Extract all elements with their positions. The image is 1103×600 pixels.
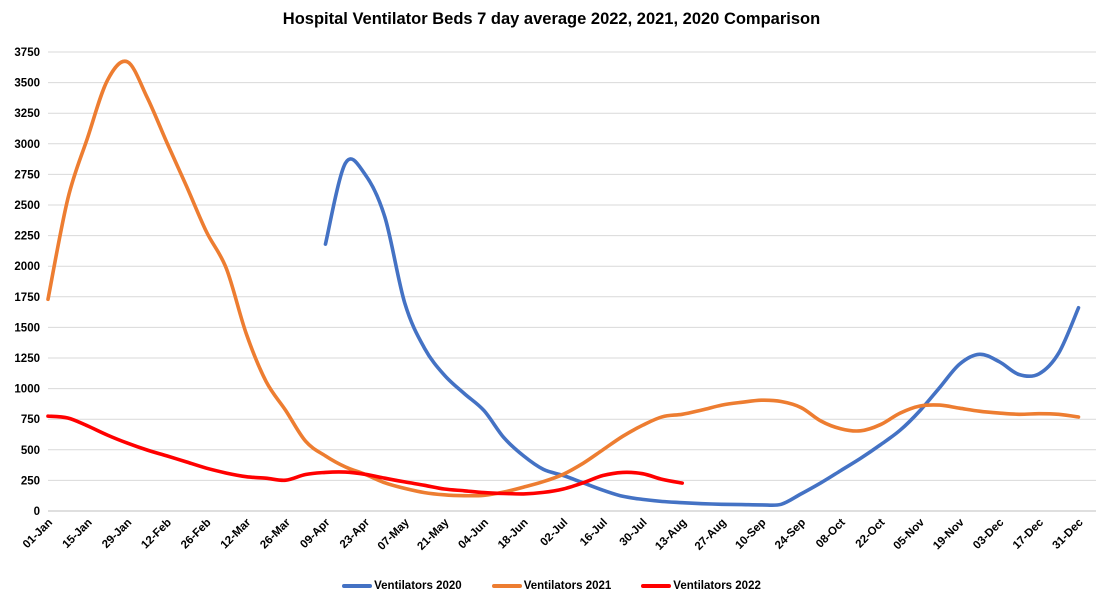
- x-axis-tick-label: 07-May: [376, 516, 412, 552]
- x-axis-tick-label: 21-May: [415, 516, 451, 552]
- x-axis-tick-label: 13-Aug: [653, 517, 689, 553]
- x-axis-tick-label: 02-Jul: [538, 517, 570, 549]
- y-axis-tick-label: 250: [21, 475, 40, 487]
- legend-swatch-2022-icon: [641, 584, 672, 588]
- y-axis-tick-label: 3500: [14, 78, 40, 90]
- y-axis-tick-label: 2750: [14, 169, 40, 181]
- legend-swatch-2021-icon: [491, 584, 522, 588]
- series-line-ventilators-2021: [46, 59, 1081, 498]
- y-axis-tick-label: 500: [21, 445, 40, 457]
- y-axis-tick-label: 0: [34, 506, 40, 518]
- x-axis-tick-label: 10-Sep: [733, 517, 768, 552]
- y-axis-tick-label: 3750: [14, 47, 40, 59]
- x-axis-tick-label: 01-Jan: [21, 517, 55, 551]
- y-axis-tick-label: 1250: [14, 353, 40, 365]
- chart-title: Hospital Ventilator Beds 7 day average 2…: [282, 10, 821, 28]
- legend: Ventilators 2020 Ventilators 2021 Ventil…: [0, 580, 1103, 592]
- x-axis-tick-label: 03-Dec: [971, 516, 1007, 552]
- x-axis-tick-label: 22-Oct: [854, 517, 888, 551]
- legend-swatch-2020-icon: [342, 584, 373, 588]
- legend-item-ventilators-2020: Ventilators 2020: [342, 580, 462, 592]
- legend-item-ventilators-2021: Ventilators 2021: [491, 580, 612, 592]
- y-axis-tick-label: 1500: [14, 322, 40, 334]
- y-axis-tick-label: 750: [21, 414, 40, 426]
- x-axis-tick-label: 15-Jan: [61, 517, 95, 551]
- y-axis-tick-label: 1000: [14, 384, 40, 396]
- x-axis-tick-label: 26-Feb: [179, 517, 214, 552]
- y-axis-tick-label: 1750: [14, 292, 40, 304]
- y-axis-tick-label: 2250: [14, 231, 40, 243]
- x-axis-tick-label: 12-Feb: [139, 517, 174, 552]
- legend-label-2022: Ventilators 2022: [673, 580, 761, 592]
- x-axis-tick-label: 30-Jul: [618, 517, 650, 549]
- x-axis-tick-label: 31-Dec: [1050, 516, 1086, 552]
- x-axis-tick-label: 16-Jul: [578, 517, 610, 549]
- x-axis-tick-label: 08-Oct: [814, 517, 848, 551]
- x-axis-tick-label: 17-Dec: [1011, 516, 1047, 552]
- y-axis-tick-label: 3000: [14, 139, 40, 151]
- y-axis-tick-label: 2000: [14, 261, 40, 273]
- x-axis-tick-label: 05-Nov: [891, 516, 927, 552]
- x-axis-tick-label: 09-Apr: [298, 516, 333, 551]
- x-axis-tick-label: 26-Mar: [258, 516, 293, 551]
- x-axis-tick-label: 23-Apr: [338, 516, 373, 551]
- series-line-ventilators-2020: [323, 157, 1081, 508]
- y-axis-tick-label: 3250: [14, 108, 40, 120]
- series-line-ventilators-2022: [46, 414, 684, 496]
- x-axis-tick-label: 19-Nov: [931, 516, 967, 552]
- legend-label-2020: Ventilators 2020: [374, 580, 462, 592]
- legend-label-2021: Ventilators 2021: [523, 580, 612, 592]
- x-axis-tick-label: 04-Jun: [456, 517, 491, 552]
- x-axis-tick-label: 24-Sep: [773, 517, 808, 552]
- x-axis-tick-label: 18-Jun: [496, 517, 531, 552]
- legend-item-ventilators-2022: Ventilators 2022: [641, 580, 761, 592]
- x-axis-tick-label: 27-Aug: [693, 517, 729, 553]
- x-axis-tick-label: 12-Mar: [219, 516, 254, 551]
- y-axis-tick-label: 2500: [14, 200, 40, 212]
- x-axis-tick-label: 29-Jan: [100, 517, 134, 551]
